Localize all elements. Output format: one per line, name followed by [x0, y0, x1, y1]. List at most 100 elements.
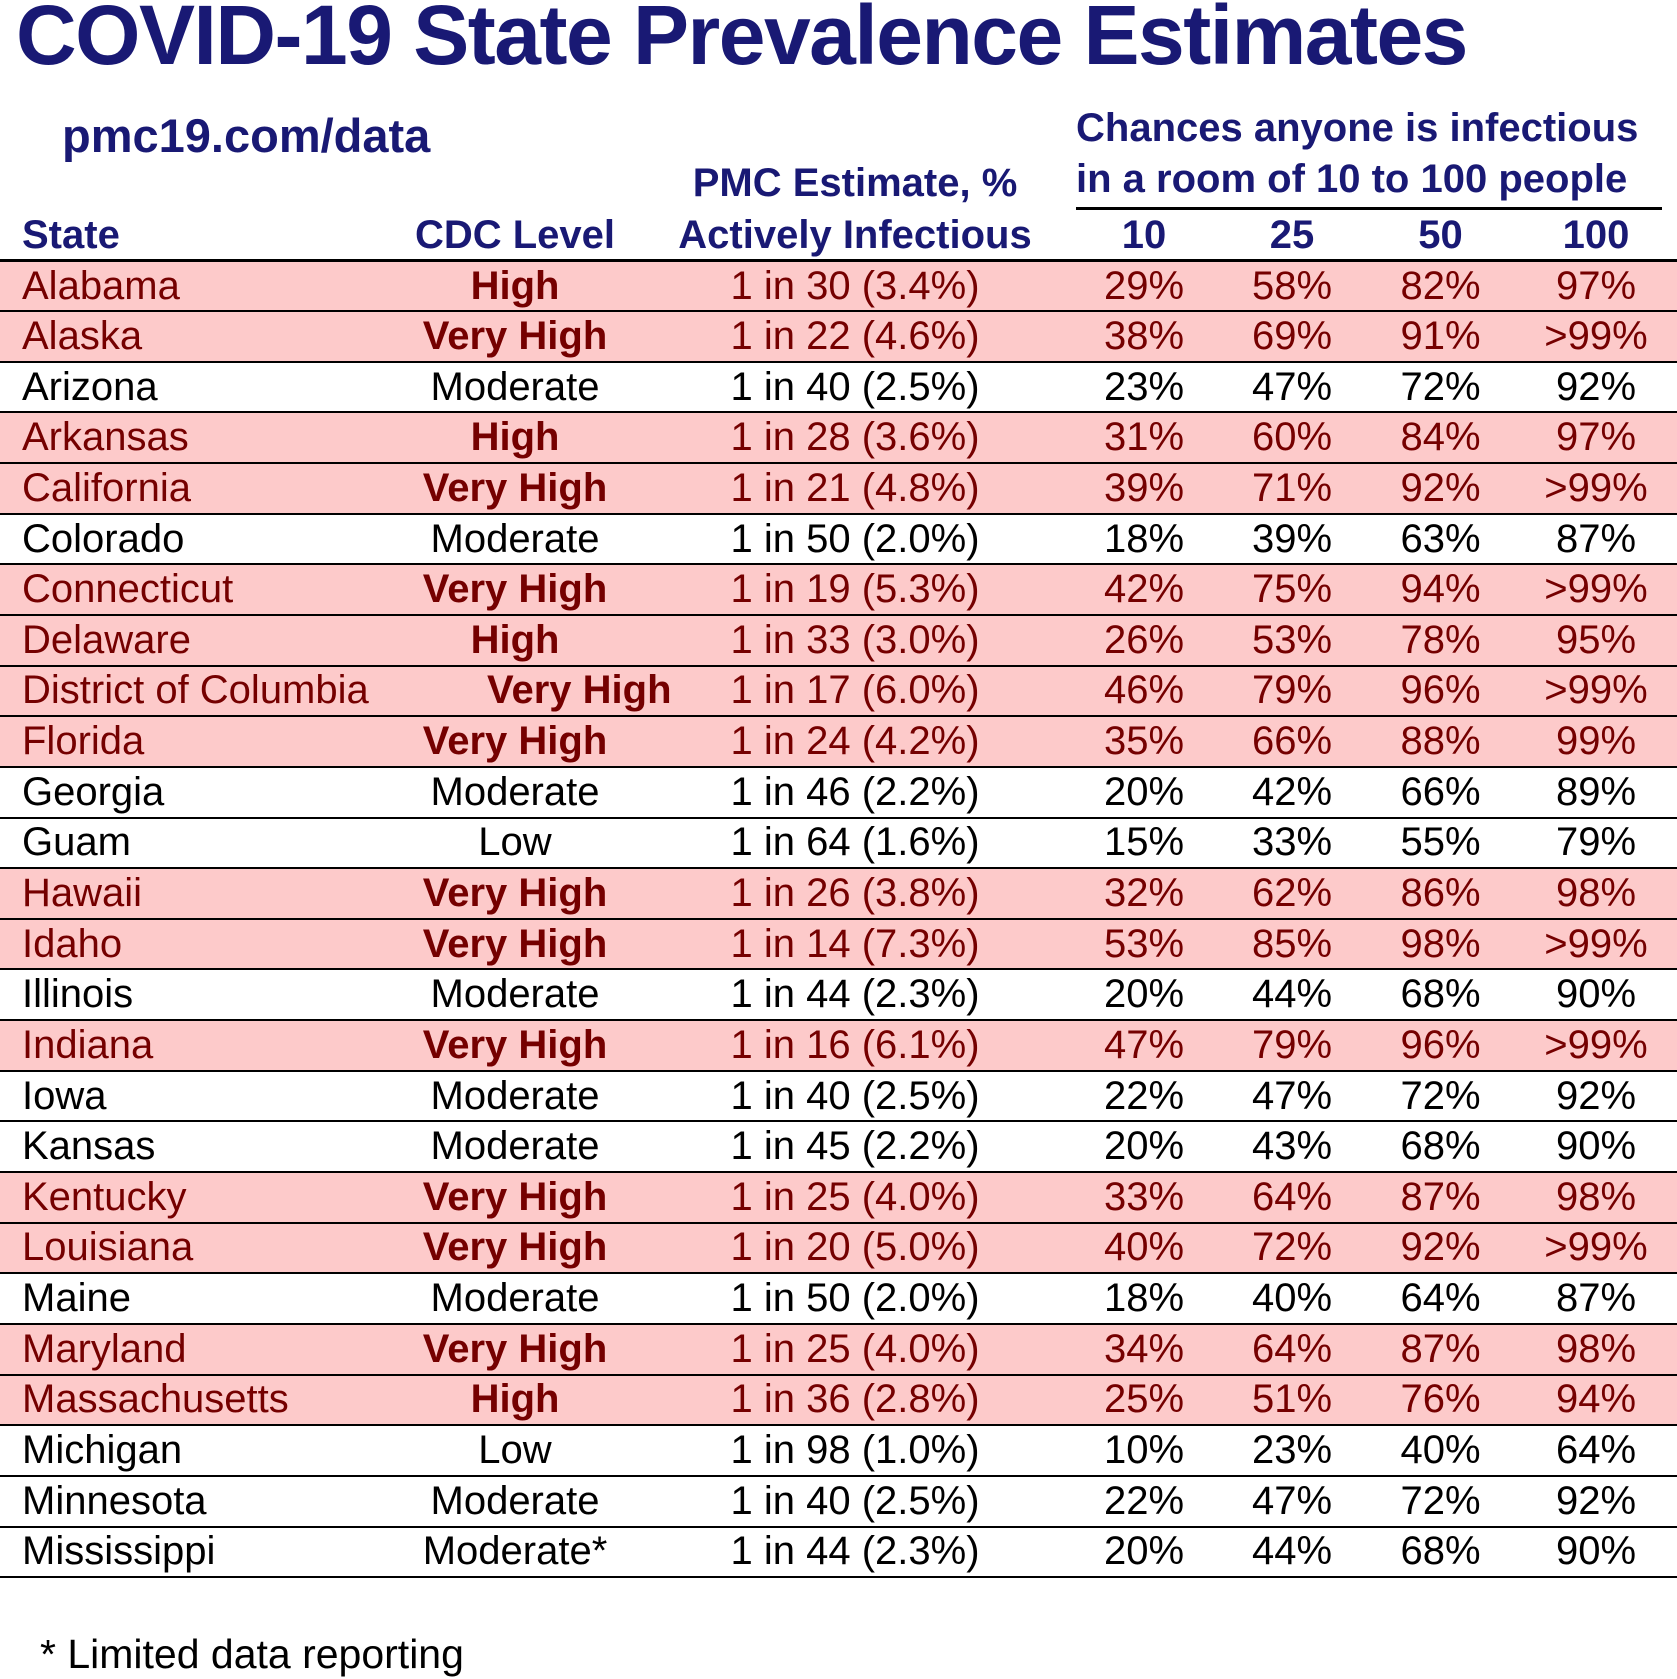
- state-name: Arizona: [22, 364, 158, 409]
- table-row: Guam Low 1 in 64 (1.6%) 15% 33% 55% 79%: [0, 818, 1677, 869]
- cdc-level: Very High: [422, 719, 608, 764]
- state-name: Colorado: [22, 516, 185, 561]
- prevalence-table: State CDC Level Actively Infectious 10 2…: [0, 213, 1677, 1578]
- chance-room-10: 10%: [1103, 1428, 1185, 1473]
- state-name: Michigan: [22, 1428, 183, 1473]
- state-name: Alabama: [22, 263, 180, 308]
- chance-room-100: >99%: [1544, 1225, 1648, 1270]
- cdc-level: Very High: [422, 465, 608, 510]
- chance-room-100: 90%: [1555, 972, 1637, 1017]
- chance-room-25: 60%: [1251, 415, 1333, 460]
- cdc-level: High: [470, 263, 560, 308]
- cdc-level: Moderate: [430, 364, 600, 409]
- chance-room-50: 76%: [1400, 1377, 1481, 1422]
- chance-room-100: 94%: [1555, 1377, 1637, 1422]
- table-row: Arkansas High 1 in 28 (3.6%) 31% 60% 84%…: [0, 412, 1677, 464]
- state-name: California: [22, 465, 191, 510]
- chance-room-25: 51%: [1251, 1377, 1333, 1422]
- chance-room-50: 40%: [1400, 1428, 1481, 1473]
- room-chances-header: Chances anyone is infectious in a room o…: [1076, 103, 1662, 210]
- pmc-estimate: 1 in 36 (2.8%): [730, 1377, 980, 1422]
- chance-room-50: 96%: [1400, 668, 1481, 713]
- footnote: * Limited data reporting: [40, 1631, 464, 1677]
- chance-room-25: 69%: [1251, 313, 1333, 358]
- pmc-estimate: 1 in 46 (2.2%): [730, 769, 980, 814]
- state-name: Kansas: [22, 1124, 156, 1169]
- chance-room-10: 29%: [1103, 263, 1185, 308]
- cdc-level: Moderate: [430, 516, 600, 561]
- chance-room-50: 86%: [1400, 871, 1481, 915]
- chance-room-25: 62%: [1251, 871, 1333, 915]
- cdc-level: Moderate: [430, 972, 600, 1017]
- room-chances-line2: in a room of 10 to 100 people: [1076, 157, 1628, 201]
- state-name: Guam: [22, 820, 131, 865]
- state-name: Hawaii: [22, 871, 143, 915]
- state-name: Massachusetts: [22, 1377, 289, 1422]
- cdc-level: Very High: [422, 871, 608, 915]
- chance-room-100: 87%: [1555, 1276, 1637, 1321]
- chance-room-10: 22%: [1103, 1478, 1185, 1523]
- table-row: Florida Very High 1 in 24 (4.2%) 35% 66%…: [0, 716, 1677, 767]
- chance-room-50: 55%: [1400, 820, 1481, 865]
- chance-room-10: 53%: [1103, 921, 1185, 966]
- table-row: Kentucky Very High 1 in 25 (4.0%) 33% 64…: [0, 1172, 1677, 1223]
- chance-room-100: 79%: [1555, 820, 1637, 865]
- chance-room-10: 34%: [1103, 1326, 1185, 1371]
- column-header-room-50: 50: [1366, 213, 1515, 262]
- pmc-estimate: 1 in 20 (5.0%): [730, 1225, 980, 1270]
- cdc-level: Very High: [422, 567, 608, 612]
- column-header-room-100: 100: [1515, 213, 1677, 262]
- chance-room-10: 31%: [1103, 415, 1185, 460]
- chance-room-25: 71%: [1251, 465, 1333, 510]
- table-row: Alabama High 1 in 30 (3.4%) 29% 58% 82% …: [0, 260, 1677, 312]
- chance-room-25: 47%: [1251, 1073, 1333, 1118]
- data-source-link[interactable]: pmc19.com/data: [62, 109, 431, 162]
- pmc-estimate: 1 in 21 (4.8%): [730, 465, 980, 510]
- state-name: Florida: [22, 719, 145, 764]
- chance-room-50: 78%: [1400, 617, 1481, 662]
- chance-room-50: 72%: [1400, 1073, 1481, 1118]
- chance-room-100: 89%: [1555, 769, 1637, 814]
- chance-room-100: 98%: [1555, 1174, 1637, 1219]
- chance-room-50: 66%: [1400, 769, 1481, 814]
- chance-room-25: 58%: [1251, 263, 1333, 308]
- chance-room-100: 98%: [1555, 871, 1637, 915]
- chance-room-25: 44%: [1251, 972, 1333, 1017]
- column-header-state: State: [0, 213, 390, 262]
- chance-room-100: 97%: [1555, 415, 1637, 460]
- chance-room-10: 25%: [1103, 1377, 1185, 1422]
- chance-room-10: 40%: [1103, 1225, 1185, 1270]
- table-row: Georgia Moderate 1 in 46 (2.2%) 20% 42% …: [0, 767, 1677, 818]
- cdc-level: Low: [478, 1428, 552, 1473]
- state-name: Mississippi: [22, 1529, 216, 1574]
- chance-room-50: 64%: [1400, 1276, 1481, 1321]
- chance-room-10: 23%: [1103, 364, 1185, 409]
- cdc-level: High: [470, 415, 560, 460]
- state-name: Illinois: [22, 972, 134, 1017]
- table-row: Illinois Moderate 1 in 44 (2.3%) 20% 44%…: [0, 969, 1677, 1021]
- cdc-level: Very High: [422, 1326, 608, 1371]
- chance-room-10: 26%: [1103, 617, 1185, 662]
- chance-room-100: 95%: [1555, 617, 1637, 662]
- chance-room-50: 82%: [1400, 263, 1481, 308]
- pmc-estimate: 1 in 45 (2.2%): [730, 1124, 980, 1169]
- table-row: Iowa Moderate 1 in 40 (2.5%) 22% 47% 72%…: [0, 1071, 1677, 1122]
- pmc-estimate: 1 in 44 (2.3%): [730, 972, 980, 1017]
- chance-room-50: 92%: [1400, 465, 1481, 510]
- column-header-cdc-level: CDC Level: [390, 213, 640, 262]
- chance-room-10: 20%: [1103, 1529, 1185, 1574]
- chance-room-25: 47%: [1251, 364, 1333, 409]
- chance-room-10: 22%: [1103, 1073, 1185, 1118]
- page-title: COVID-19 State Prevalence Estimates: [16, 0, 1468, 82]
- table-row: Alaska Very High 1 in 22 (4.6%) 38% 69% …: [0, 311, 1677, 362]
- chance-room-50: 72%: [1400, 1478, 1481, 1523]
- pmc-estimate: 1 in 17 (6.0%): [730, 668, 980, 713]
- pmc-estimate: 1 in 25 (4.0%): [730, 1326, 980, 1371]
- chance-room-50: 72%: [1400, 364, 1481, 409]
- chance-room-10: 35%: [1103, 719, 1185, 764]
- chance-room-50: 96%: [1400, 1022, 1481, 1067]
- chance-room-50: 68%: [1400, 1124, 1481, 1169]
- column-header-room-25: 25: [1218, 213, 1366, 262]
- cdc-level: Very High: [487, 668, 672, 713]
- chance-room-25: 66%: [1251, 719, 1333, 764]
